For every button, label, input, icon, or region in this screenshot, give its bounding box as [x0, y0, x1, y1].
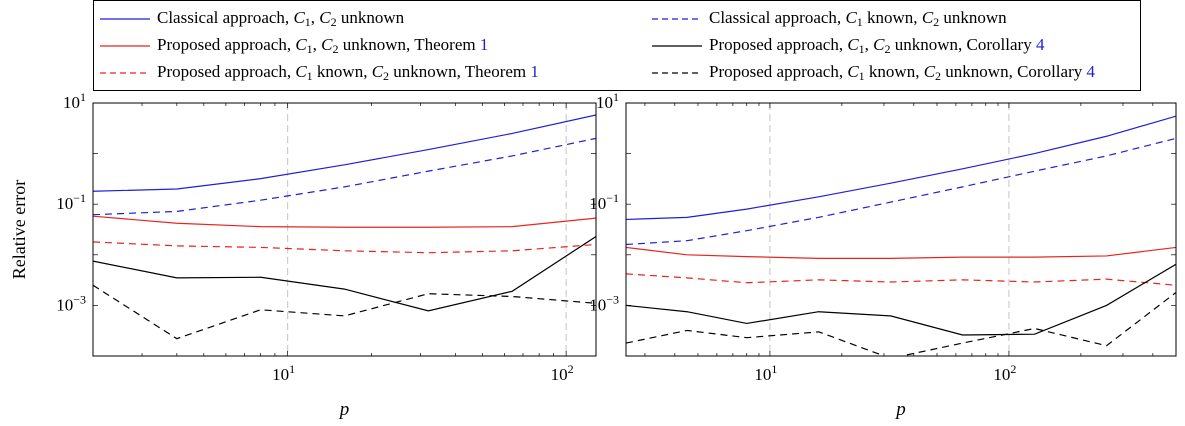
- series-line-prop-thm-both: [626, 246, 1176, 259]
- legend-label: Proposed approach, C1 known, C2 unknown,…: [709, 62, 1095, 83]
- x-tick-label: 102: [993, 362, 1016, 384]
- series-line-classical-both: [626, 115, 1176, 221]
- legend-item-classical-both: Classical approach, C1, C2 unknown: [100, 7, 404, 31]
- y-tick-label: 101: [596, 90, 619, 112]
- legend-label: Classical approach, C1 known, C2 unknown: [709, 8, 1007, 29]
- series-line-prop-cor-c1known: [93, 284, 596, 340]
- series-line-classical-c1known: [626, 137, 1176, 246]
- x-axis-label: p: [894, 399, 906, 420]
- legend-swatch: [100, 18, 150, 20]
- series-line-prop-thm-c1known: [93, 241, 596, 254]
- y-tick-label: 101: [63, 90, 86, 112]
- plot-frame: [625, 102, 1177, 357]
- y-tick-label: 10−1: [589, 191, 619, 213]
- legend-label: Classical approach, C1, C2 unknown: [157, 8, 405, 29]
- series-line-prop-thm-c1known: [626, 273, 1176, 286]
- series-line-classical-c1known: [93, 137, 596, 216]
- series-line-classical-both: [93, 114, 596, 192]
- legend-item-prop-cor-c1known: Proposed approach, C1 known, C2 unknown,…: [652, 61, 1095, 85]
- series-line-prop-cor-both: [626, 263, 1176, 336]
- legend-swatch: [100, 72, 150, 74]
- plot-frame: [92, 102, 597, 357]
- legend-label: Proposed approach, C1, C2 unknown, Corol…: [709, 35, 1045, 56]
- legend: Classical approach, C1, C2 unknown Classi…: [93, 0, 1141, 91]
- x-tick-label: 101: [754, 362, 777, 384]
- legend-item-prop-cor-both: Proposed approach, C1, C2 unknown, Corol…: [652, 34, 1044, 58]
- chart-1: 101 102 101 10−1 10−3 p Relative error: [9, 90, 597, 420]
- legend-item-prop-thm-c1known: Proposed approach, C1 known, C2 unknown,…: [100, 61, 539, 85]
- legend-swatch: [652, 45, 702, 47]
- legend-swatch: [652, 18, 702, 20]
- series-line-prop-cor-both: [93, 235, 596, 312]
- y-tick-label: 10−3: [56, 292, 86, 314]
- chart-2: 101 102 101 10−1 10−3 p: [589, 90, 1177, 420]
- y-tick-label: 10−1: [56, 191, 86, 213]
- legend-swatch: [100, 45, 150, 47]
- y-axis-label: Relative error: [9, 180, 29, 279]
- x-axis-label: p: [338, 399, 350, 420]
- legend-label: Proposed approach, C1 known, C2 unknown,…: [157, 62, 539, 83]
- legend-swatch: [652, 72, 702, 74]
- series-line-prop-cor-c1known: [626, 292, 1176, 356]
- y-tick-label: 10−3: [589, 292, 619, 314]
- series-line-prop-thm-both: [93, 215, 596, 228]
- legend-label: Proposed approach, C1, C2 unknown, Theor…: [157, 35, 489, 56]
- x-tick-label: 101: [272, 362, 295, 384]
- legend-item-prop-thm-both: Proposed approach, C1, C2 unknown, Theor…: [100, 34, 488, 58]
- legend-item-classical-c1known: Classical approach, C1 known, C2 unknown: [652, 7, 1007, 31]
- x-tick-label: 102: [551, 362, 574, 384]
